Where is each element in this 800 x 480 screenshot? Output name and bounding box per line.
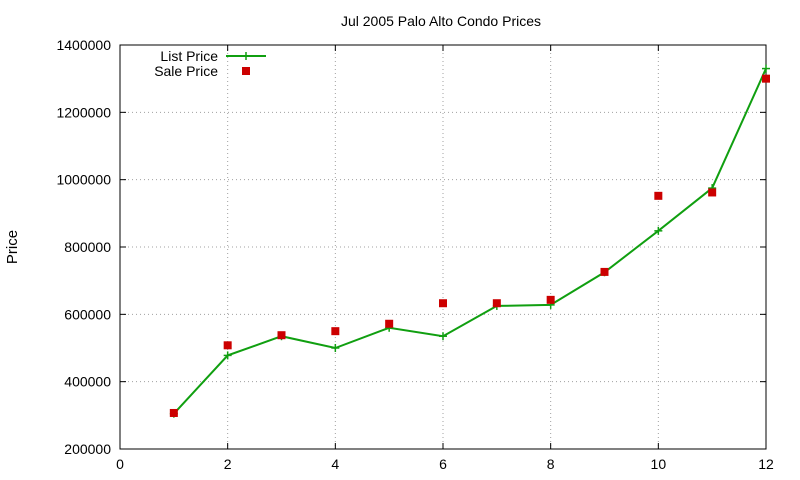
sale-price-point bbox=[331, 327, 340, 336]
sale-price-point bbox=[708, 188, 717, 197]
legend-label-sale-price: Sale Price bbox=[154, 63, 218, 79]
sale-price-point bbox=[277, 331, 286, 340]
y-axis-label: Price bbox=[4, 230, 21, 264]
x-tick-label: 8 bbox=[547, 456, 555, 472]
sale-price-point bbox=[223, 341, 232, 350]
sale-price-point bbox=[600, 267, 609, 276]
sale-price-point bbox=[385, 319, 394, 328]
x-tick-label: 6 bbox=[439, 456, 447, 472]
series-layer bbox=[169, 64, 770, 418]
legend-marker-list-price bbox=[242, 52, 250, 60]
sale-price-point bbox=[492, 299, 501, 308]
list-price-point bbox=[223, 351, 232, 360]
x-tick-label: 12 bbox=[758, 456, 774, 472]
y-tick-label: 400000 bbox=[64, 374, 111, 390]
y-tick-label: 200000 bbox=[64, 441, 111, 457]
y-tick-label: 800000 bbox=[64, 239, 111, 255]
y-tick-label: 600000 bbox=[64, 306, 111, 322]
legend-label-list-price: List Price bbox=[160, 48, 218, 64]
x-tick-label: 0 bbox=[116, 456, 124, 472]
sale-price-point bbox=[762, 74, 770, 83]
y-tick-label: 1000000 bbox=[56, 172, 111, 188]
y-axis: 200000 400000 600000 800000 1000000 1200000 14… bbox=[56, 37, 766, 457]
x-tick-label: 10 bbox=[651, 456, 667, 472]
x-tick-label: 4 bbox=[331, 456, 339, 472]
chart-title: Jul 2005 Palo Alto Condo Prices bbox=[341, 13, 541, 29]
x-tick-label: 2 bbox=[224, 456, 232, 472]
list-price-point bbox=[762, 64, 770, 73]
list-price-point bbox=[331, 344, 340, 352]
sale-price-point bbox=[654, 191, 663, 200]
sale-price-point bbox=[546, 295, 555, 304]
y-tick-label: 1200000 bbox=[56, 104, 111, 120]
x-axis: 0 2 4 6 8 10 12 bbox=[116, 45, 774, 472]
sale-price-point bbox=[439, 299, 447, 308]
list-price-point bbox=[654, 226, 663, 235]
list-price-line bbox=[173, 68, 767, 415]
list-price-point bbox=[439, 332, 447, 341]
legend-marker-sale-price bbox=[242, 67, 250, 75]
y-tick-label: 1400000 bbox=[56, 37, 111, 53]
sale-price-point bbox=[169, 408, 178, 417]
grid bbox=[120, 45, 766, 449]
